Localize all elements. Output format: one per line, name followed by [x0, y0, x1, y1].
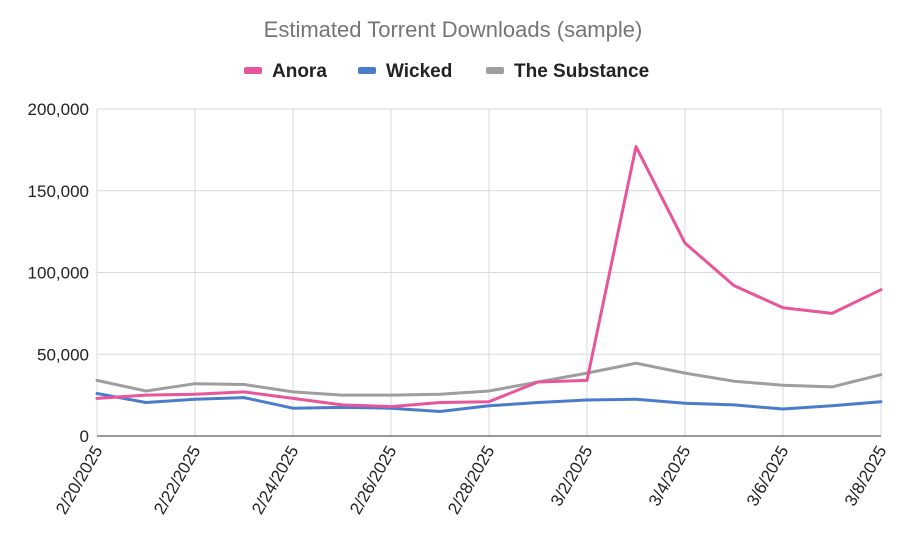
series-line-the-substance [95, 361, 883, 397]
y-tick-label: 100,000 [28, 264, 89, 283]
gridlines [96, 108, 882, 436]
chart-legend: Anora Wicked The Substance [244, 61, 649, 82]
y-tick-label: 150,000 [28, 182, 89, 201]
x-axis-ticks: 2/20/2025 2/22/2025 2/24/2025 2/26/2025 2/28… [52, 443, 890, 518]
series-line-anora [95, 145, 883, 409]
legend-label-anora: Anora [272, 61, 327, 82]
x-tick-label: 3/4/2025 [645, 443, 695, 510]
x-tick-label: 3/8/2025 [841, 443, 891, 510]
legend-swatch-anora [244, 67, 262, 74]
legend-label-wicked: Wicked [386, 61, 452, 82]
y-tick-label: 200,000 [28, 100, 89, 119]
legend-swatch-the-substance [486, 67, 504, 74]
series-line-wicked [95, 392, 883, 413]
x-tick-label: 2/20/2025 [52, 443, 106, 518]
x-tick-label: 2/24/2025 [248, 443, 302, 518]
x-tick-label: 3/6/2025 [743, 443, 793, 510]
x-tick-label: 2/28/2025 [444, 443, 498, 518]
y-tick-label: 0 [80, 427, 89, 446]
chart-title: Estimated Torrent Downloads (sample) [264, 17, 643, 42]
x-tick-label: 2/26/2025 [346, 443, 400, 518]
y-tick-label: 50,000 [37, 345, 89, 364]
legend-label-the-substance: The Substance [514, 61, 649, 82]
y-axis-ticks: 0 50,000 100,000 150,000 200,000 [28, 100, 89, 446]
series-lines [95, 145, 883, 413]
legend-swatch-wicked [358, 67, 376, 74]
x-tick-label: 2/22/2025 [150, 443, 204, 518]
x-tick-label: 3/2/2025 [547, 443, 597, 510]
